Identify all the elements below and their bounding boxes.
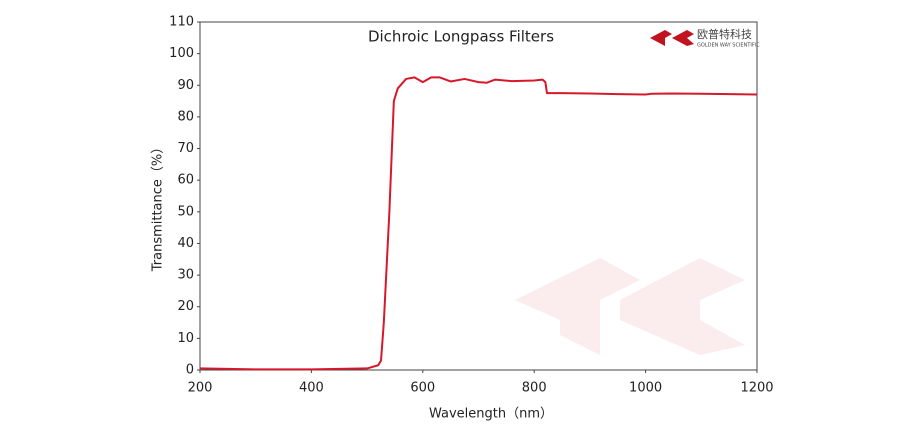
data-line — [199, 76, 758, 371]
x-tick-label: 200 — [188, 381, 213, 396]
y-tick-label: 110 — [169, 15, 194, 30]
logo-mark — [650, 30, 672, 46]
y-tick-label: 100 — [169, 46, 194, 61]
watermark — [515, 258, 745, 355]
y-axis-label: Transmittance（%） — [151, 141, 166, 273]
x-tick-label: 800 — [522, 381, 547, 396]
y-tick-label: 30 — [177, 268, 194, 283]
chart-title: Dichroic Longpass Filters — [368, 28, 554, 46]
x-tick-label: 400 — [299, 381, 324, 396]
x-tick-label: 1000 — [629, 381, 662, 396]
y-tick-label: 40 — [177, 236, 194, 251]
y-tick-label: 20 — [177, 299, 194, 314]
x-tick-label: 600 — [410, 381, 435, 396]
x-axis-label: Wavelength（nm） — [429, 407, 553, 422]
y-tick-label: 80 — [177, 109, 194, 124]
y-tick-label: 0 — [186, 363, 194, 378]
y-tick-label: 60 — [177, 173, 194, 188]
logo: 欧普特科技 GOLDEN WAY SCIENTIFIC — [650, 27, 760, 49]
y-tick-label: 90 — [177, 78, 194, 93]
logo-subtext: GOLDEN WAY SCIENTIFIC — [697, 43, 760, 49]
logo-text: 欧普特科技 — [697, 27, 752, 41]
x-tick-label: 1200 — [740, 381, 773, 396]
y-tick-label: 10 — [177, 331, 194, 346]
y-tick-label: 70 — [177, 141, 194, 156]
logo-mark — [672, 30, 694, 46]
plot-frame — [199, 21, 758, 371]
y-tick-label: 50 — [177, 204, 194, 219]
